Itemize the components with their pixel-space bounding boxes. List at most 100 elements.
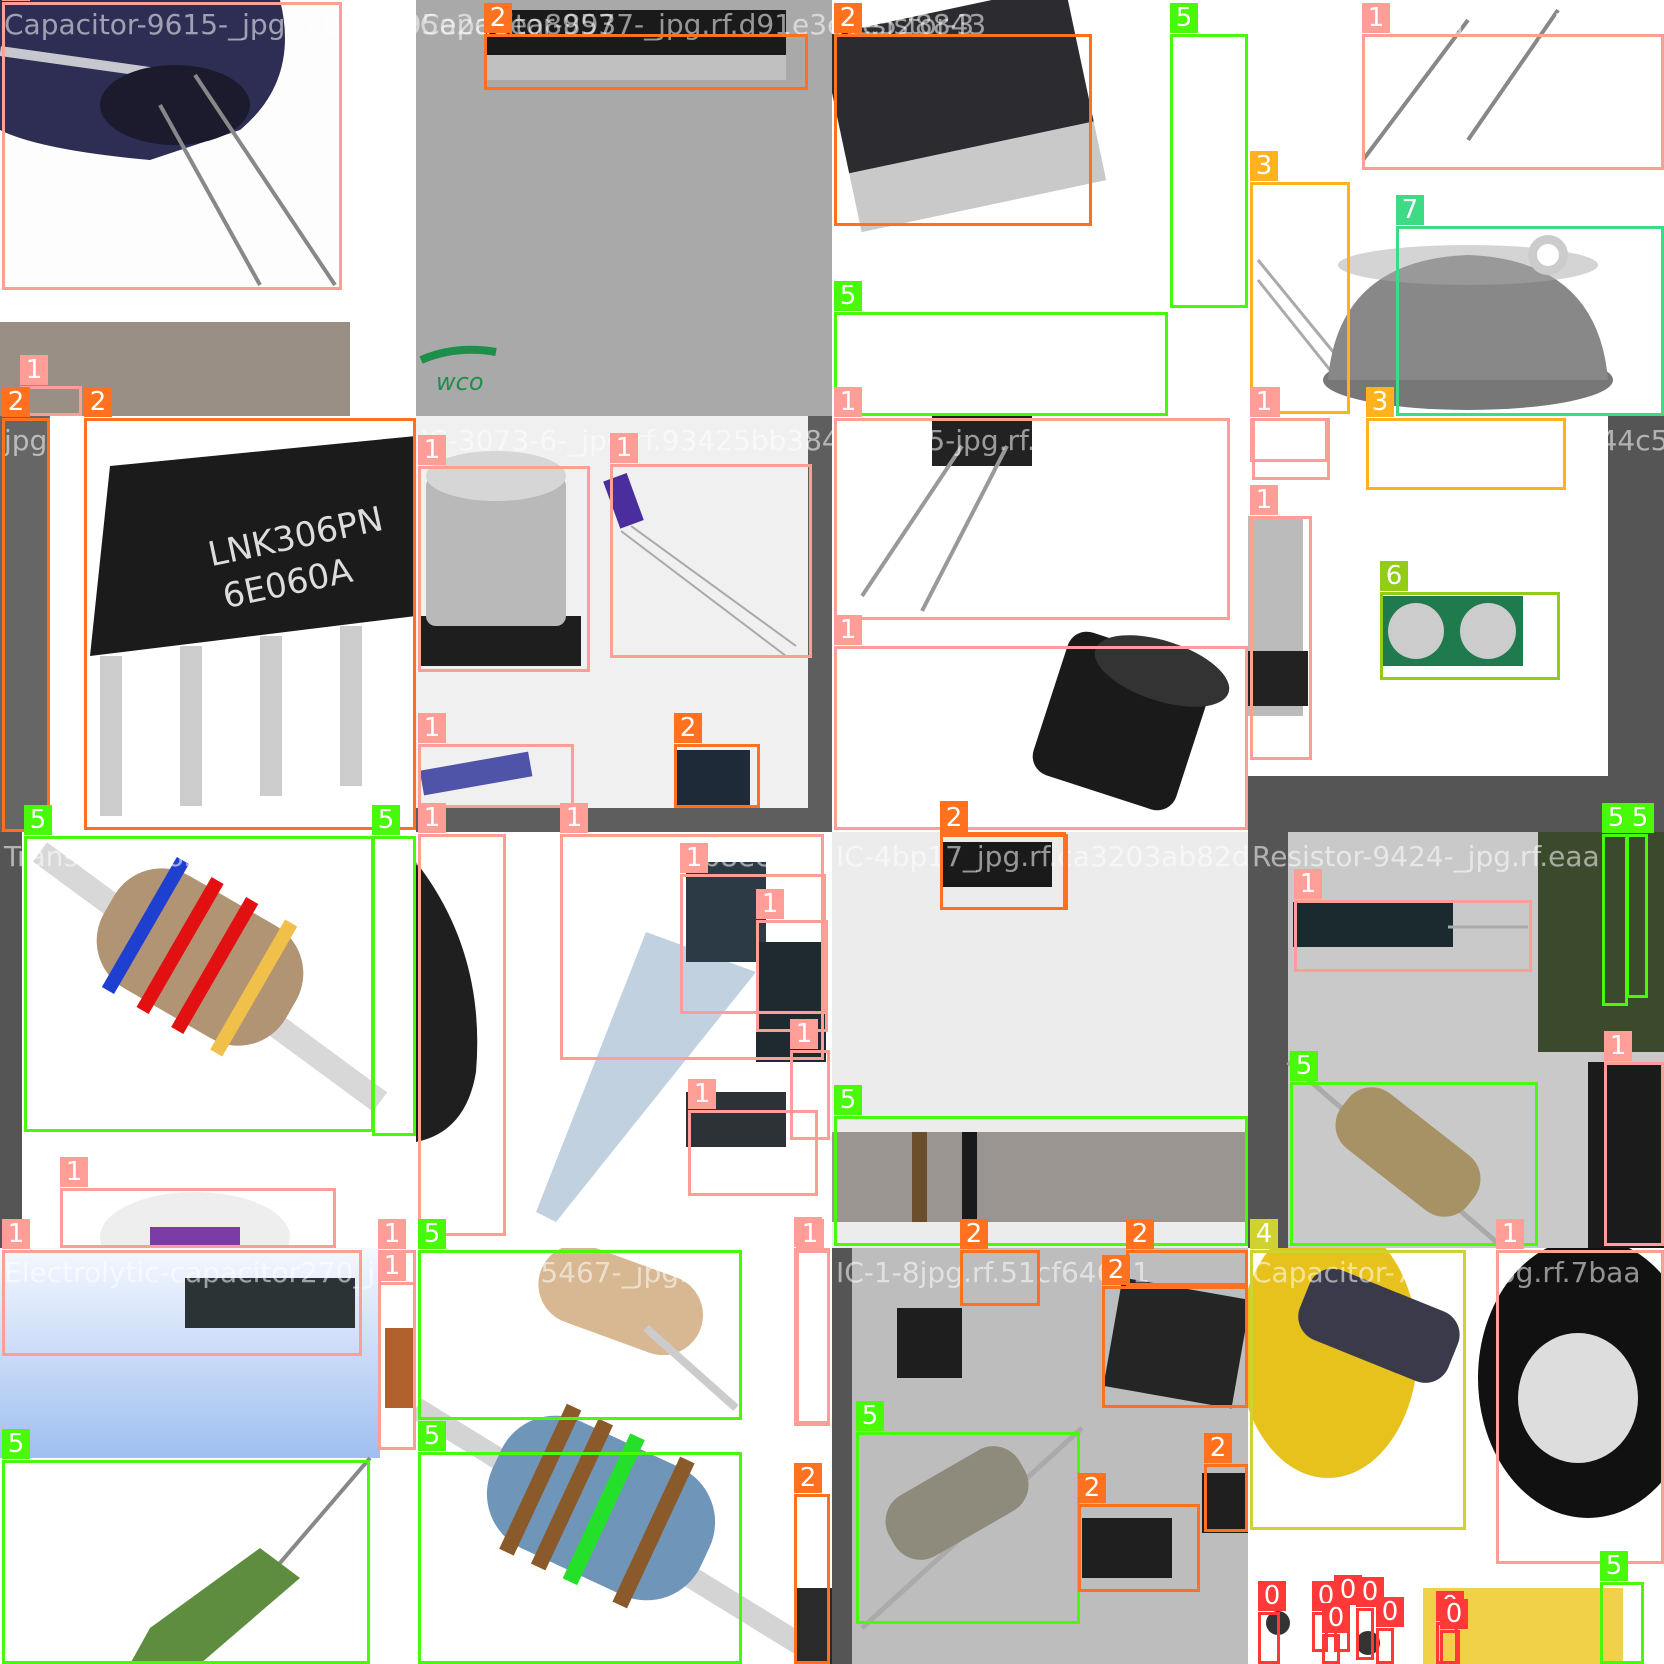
class-label: 5 <box>856 1401 884 1431</box>
tile <box>0 832 416 1248</box>
bounding-box: 5 <box>418 1421 742 1664</box>
class-label: 5 <box>418 1421 446 1451</box>
class-label: 1 <box>1604 1031 1632 1061</box>
class-label: 2 <box>674 713 702 743</box>
bounding-box: 2 <box>84 387 416 830</box>
bounding-box: 2 <box>834 3 1092 226</box>
bounding-box: 5 <box>24 805 374 1132</box>
class-label: 2 <box>834 3 862 33</box>
bounding-box: 2 <box>1126 1219 1248 1286</box>
bounding-box: 1 <box>418 803 506 1236</box>
class-label: 2 <box>1126 1219 1154 1249</box>
class-label: 5 <box>1602 803 1630 833</box>
class-label: 5 <box>1626 803 1654 833</box>
bounding-box: 2 <box>484 3 808 90</box>
resistor-photo <box>416 1248 832 1664</box>
bounding-box: 1 <box>560 803 824 1060</box>
bounding-box: 2 <box>794 1463 830 1664</box>
class-label: 2 <box>1204 1433 1232 1463</box>
class-label: 0 <box>1356 1577 1384 1607</box>
bounding-box: 0 <box>1322 1603 1350 1664</box>
bounding-box: 1 <box>610 433 812 658</box>
class-label: 1 <box>680 843 708 873</box>
bounding-box: 2 <box>1204 1433 1248 1532</box>
class-label: 5 <box>834 1085 862 1115</box>
class-label: 1 <box>560 803 588 833</box>
capacitor-photo <box>0 0 350 416</box>
capacitor-photo <box>416 862 826 1222</box>
class-label: 2 <box>940 803 968 833</box>
class-label: 3 <box>1366 387 1394 417</box>
ic-chip-photo: wco <box>416 0 832 416</box>
bounding-box: 1 <box>1250 485 1312 760</box>
class-label: 1 <box>60 1157 88 1187</box>
bounding-box: 1 <box>1604 1031 1664 1246</box>
class-label: 5 <box>372 805 400 835</box>
bounding-box: 5 <box>856 1401 1080 1624</box>
bounding-box: 5 <box>1626 803 1654 998</box>
resistor-photo <box>0 832 388 1248</box>
class-label: 1 <box>834 615 862 645</box>
bounding-box: 0 <box>1356 1577 1384 1660</box>
class-label: 0 <box>1258 1581 1286 1611</box>
bounding-box: 5 <box>1290 1051 1538 1246</box>
tile-title: Electrolytic-capacitor270_jpg.rf <box>4 1256 442 1289</box>
bounding-box: 1 <box>834 387 1230 620</box>
class-label: 1 <box>688 1079 716 1109</box>
bounding-box: 1 <box>1250 387 1328 462</box>
bounding-box: 5 <box>1170 3 1248 308</box>
tile-title: Transistor-4653-_jpg.rf.34a75c <box>4 840 428 873</box>
class-label: 1 <box>790 1019 818 1049</box>
bounding-box: 1 <box>796 1219 830 1424</box>
tile <box>416 1248 832 1664</box>
class-label: 4 <box>1250 1219 1278 1249</box>
class-label: 1 <box>418 803 446 833</box>
class-label: 1 <box>756 889 784 919</box>
bounding-box: 1 <box>418 713 574 808</box>
class-label: 6 <box>1380 561 1408 591</box>
bounding-box: 1 <box>20 355 82 416</box>
bounding-box: 5 <box>834 1085 1248 1246</box>
capacitor-photo <box>860 416 1230 811</box>
bounding-box: 1 <box>834 615 1248 830</box>
class-label: 1 <box>20 355 48 385</box>
bounding-box: 5 <box>2 1429 370 1664</box>
sensor-photo <box>1248 416 1664 832</box>
tile-title: IC-1403-_jpg.rf.2da1483f44c5 <box>1252 424 1664 457</box>
class-label: 1 <box>418 435 446 465</box>
bounding-box: 5 <box>372 805 416 1136</box>
tile <box>0 0 416 416</box>
bounding-box: 1 <box>756 889 828 1032</box>
class-label: 1 <box>2 1219 30 1249</box>
bounding-box: 0 <box>1440 1599 1468 1664</box>
class-label: 1 <box>378 1251 406 1281</box>
class-label: 2 <box>1102 1255 1130 1285</box>
bounding-box: 5 <box>1600 1551 1644 1664</box>
class-label: 1 <box>1496 1219 1524 1249</box>
class-label: 1 <box>1362 3 1390 33</box>
tile <box>416 832 832 1248</box>
bounding-box: 1 <box>688 1079 818 1196</box>
tile <box>832 416 1248 832</box>
class-label: 5 <box>1290 1051 1318 1081</box>
class-label: 0 <box>1322 1603 1350 1633</box>
bounding-box: 0 <box>1258 1581 1286 1664</box>
class-label: 2 <box>484 3 512 33</box>
bounding-box: 2 <box>1078 1473 1200 1592</box>
class-label: 1 <box>796 1219 824 1249</box>
tile-title: IC-3073-6-_jpg.rf.93425bb3841e90 <box>420 424 911 457</box>
tile-title: Resistor-9424-_jpg.rf.eaa <box>1252 840 1600 873</box>
bounding-box: 3 <box>1250 151 1350 414</box>
bounding-box: 1 <box>680 843 826 1014</box>
class-label: 5 <box>2 1429 30 1459</box>
class-label: 2 <box>1078 1473 1106 1503</box>
bounding-box: 3 <box>1366 387 1566 490</box>
class-label: 5 <box>418 1219 446 1249</box>
class-label: 1 <box>418 713 446 743</box>
class-label: 1 <box>378 1219 406 1249</box>
resistor-photo <box>1248 832 1664 1248</box>
tile <box>832 0 1248 416</box>
class-label: 2 <box>2 387 30 417</box>
class-label: 5 <box>1600 1551 1628 1581</box>
tile-title: IC-1-8jpg.rf.51cf64691 <box>836 1256 1151 1289</box>
